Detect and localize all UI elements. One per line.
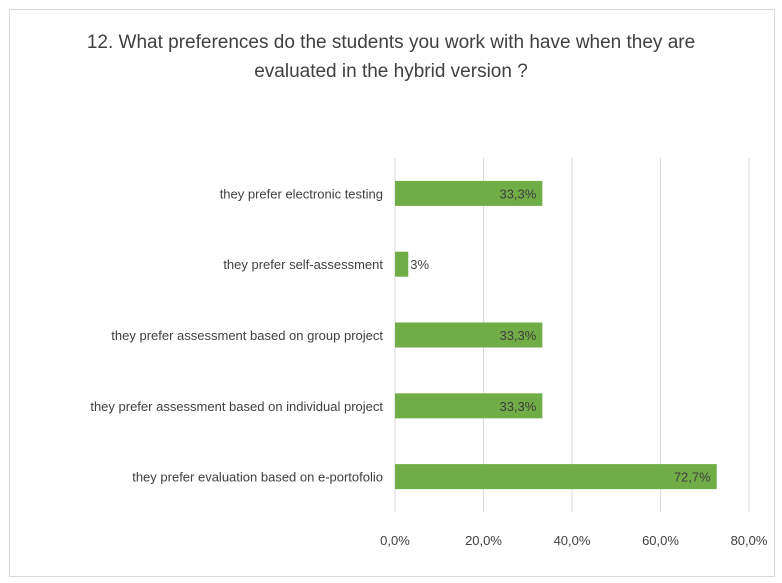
x-tick-label: 40,0% — [554, 533, 591, 548]
chart-title-line-1: 12. What preferences do the students you… — [86, 32, 696, 53]
category-label: they prefer evaluation based on e-portof… — [132, 470, 383, 485]
x-tick-label: 0,0% — [380, 533, 410, 548]
bar — [395, 464, 717, 490]
data-label: 72,7% — [674, 470, 711, 485]
bar — [395, 251, 409, 277]
category-label: they prefer assessment based on individu… — [90, 399, 383, 414]
bar — [395, 393, 543, 419]
bar — [395, 322, 543, 348]
category-label: they prefer assessment based on group pr… — [111, 328, 383, 343]
category-label: they prefer self-assessment — [223, 257, 383, 272]
x-tick-label: 60,0% — [642, 533, 679, 548]
x-tick-label: 80,0% — [731, 533, 768, 548]
data-label: 33,3% — [499, 399, 536, 414]
chart-title: 12. What preferences do the students you… — [0, 28, 782, 86]
data-label: 33,3% — [499, 186, 536, 201]
category-label: they prefer electronic testing — [220, 186, 383, 201]
data-label: 3% — [410, 257, 429, 272]
bar — [395, 180, 543, 206]
x-tick-label: 20,0% — [465, 533, 502, 548]
data-label: 33,3% — [499, 328, 536, 343]
chart-title-line-2: evaluated in the hybrid version ? — [254, 61, 528, 82]
